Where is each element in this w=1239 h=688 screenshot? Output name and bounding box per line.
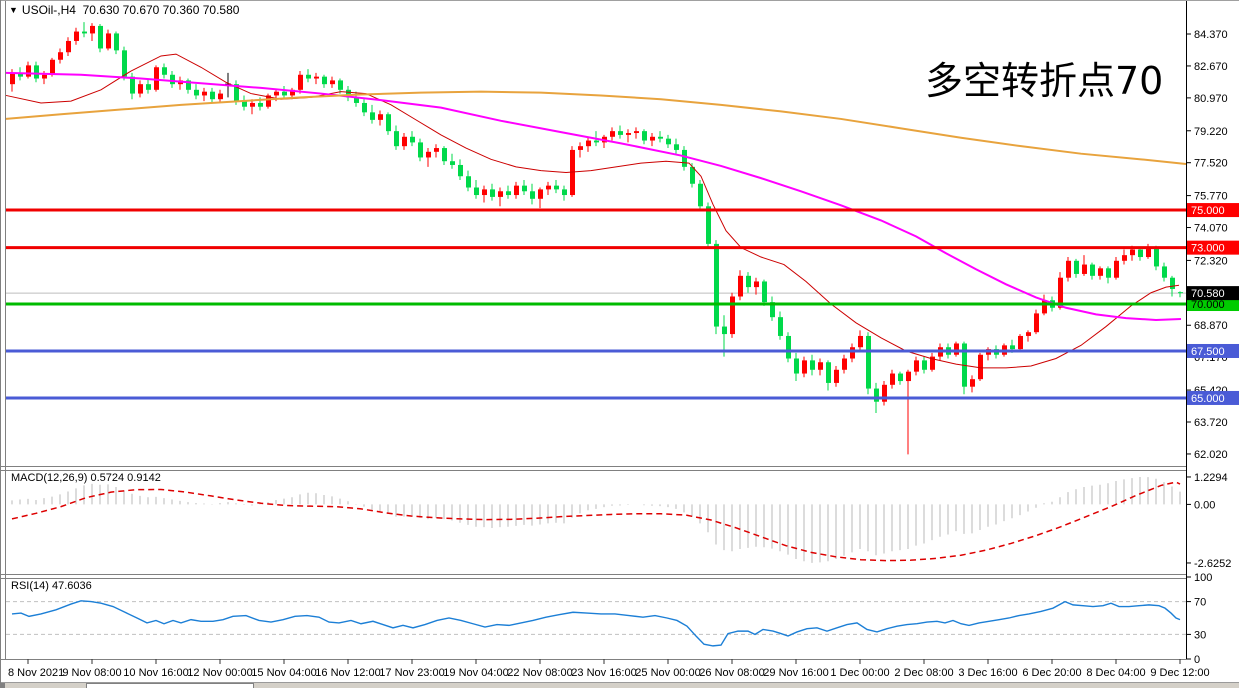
svg-text:26 Nov 08:00: 26 Nov 08:00 — [699, 667, 764, 679]
svg-text:1.2294: 1.2294 — [1194, 472, 1228, 484]
svg-text:22 Nov 08:00: 22 Nov 08:00 — [507, 667, 572, 679]
macd-indicator-label: MACD(12,26,9) 0.5724 0.9142 — [11, 472, 161, 484]
ma-slow-line — [5, 90, 1187, 166]
scrollbar-corner — [1, 683, 5, 688]
svg-text:0: 0 — [1194, 654, 1200, 666]
svg-text:25 Nov 00:00: 25 Nov 00:00 — [635, 667, 700, 679]
rsi-indicator-label: RSI(14) 47.6036 — [11, 580, 92, 592]
svg-text:19 Nov 04:00: 19 Nov 04:00 — [443, 667, 508, 679]
h-scrollbar-thumb[interactable] — [86, 683, 254, 688]
svg-text:70: 70 — [1194, 597, 1206, 609]
svg-text:67.500: 67.500 — [1191, 346, 1225, 358]
svg-text:2 Dec 08:00: 2 Dec 08:00 — [894, 667, 953, 679]
svg-text:16 Nov 12:00: 16 Nov 12:00 — [315, 667, 380, 679]
svg-text:63.720: 63.720 — [1194, 417, 1228, 429]
h-scrollbar[interactable] — [1, 682, 1239, 688]
price-axis: 84.370 82.670 80.970 79.220 77.520 75.770 74.0… — [1186, 29, 1239, 666]
svg-text:84.370: 84.370 — [1194, 29, 1228, 41]
chart-title: ▼ USOil-,H4 70.630 70.670 70.360 70.580 — [9, 3, 239, 17]
svg-text:62.020: 62.020 — [1194, 449, 1228, 461]
svg-text:29 Nov 16:00: 29 Nov 16:00 — [763, 667, 828, 679]
svg-text:75.770: 75.770 — [1194, 191, 1228, 203]
ma-fast-line — [5, 53, 1180, 369]
svg-text:8 Nov 2021: 8 Nov 2021 — [8, 667, 64, 679]
svg-text:68.870: 68.870 — [1194, 320, 1228, 332]
svg-text:17 Nov 23:00: 17 Nov 23:00 — [379, 667, 444, 679]
ohlc-values: 70.630 70.670 70.360 70.580 — [82, 3, 240, 17]
svg-text:30: 30 — [1194, 629, 1206, 641]
svg-text:23 Nov 16:00: 23 Nov 16:00 — [571, 667, 636, 679]
horizontal-lines[interactable] — [6, 208, 1186, 400]
svg-text:9 Dec 12:00: 9 Dec 12:00 — [1150, 667, 1209, 679]
svg-text:6 Dec 20:00: 6 Dec 20:00 — [1022, 667, 1081, 679]
svg-text:77.520: 77.520 — [1194, 158, 1228, 170]
text-annotation[interactable]: 多空转折点70 — [925, 59, 1164, 103]
svg-text:12 Nov 00:00: 12 Nov 00:00 — [187, 667, 252, 679]
svg-text:75.000: 75.000 — [1191, 205, 1225, 217]
rsi-panel — [6, 600, 1186, 647]
svg-text:79.220: 79.220 — [1194, 126, 1228, 138]
svg-text:74.070: 74.070 — [1194, 223, 1228, 235]
svg-text:10 Nov 16:00: 10 Nov 16:00 — [123, 667, 188, 679]
svg-text:100: 100 — [1194, 572, 1212, 584]
symbol-dropdown-icon[interactable]: ▼ — [9, 5, 18, 15]
rsi-line — [11, 600, 1181, 647]
svg-text:1 Dec 00:00: 1 Dec 00:00 — [830, 667, 889, 679]
svg-text:70.000: 70.000 — [1191, 299, 1225, 311]
svg-text:72.320: 72.320 — [1194, 255, 1228, 267]
svg-text:70.580: 70.580 — [1191, 288, 1225, 300]
macd-panel — [11, 476, 1181, 563]
svg-text:0.00: 0.00 — [1194, 499, 1215, 511]
svg-text:80.970: 80.970 — [1194, 93, 1228, 105]
svg-text:3 Dec 16:00: 3 Dec 16:00 — [958, 667, 1017, 679]
svg-text:65.000: 65.000 — [1191, 393, 1225, 405]
svg-text:8 Dec 04:00: 8 Dec 04:00 — [1086, 667, 1145, 679]
symbol-period-label: USOil-,H4 — [21, 3, 76, 17]
macd-signal-line — [11, 481, 1181, 562]
ma-mid-line — [5, 71, 1182, 321]
svg-text:73.000: 73.000 — [1191, 243, 1225, 255]
svg-text:15 Nov 04:00: 15 Nov 04:00 — [251, 667, 316, 679]
svg-text:9 Nov 08:00: 9 Nov 08:00 — [62, 667, 121, 679]
svg-text:82.670: 82.670 — [1194, 61, 1228, 73]
svg-text:-2.6252: -2.6252 — [1194, 558, 1231, 570]
